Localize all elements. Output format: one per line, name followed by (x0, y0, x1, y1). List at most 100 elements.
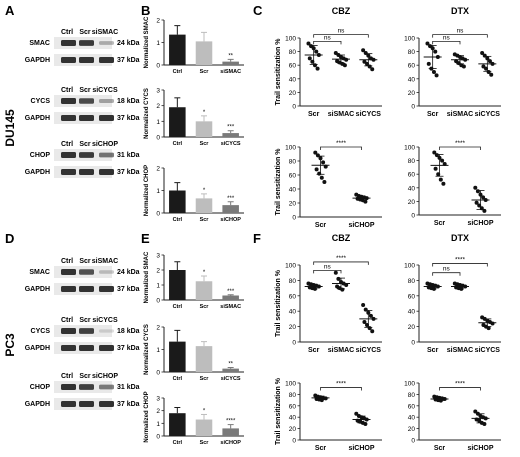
y-tick-label: 0 (156, 135, 160, 142)
y-tick-label: 80 (289, 278, 297, 285)
y-tick-label: 100 (404, 381, 415, 388)
y-axis-label: Normalized CHOP (144, 165, 150, 216)
kda-label: 37 kDa (117, 286, 140, 293)
y-axis-label: Trail sensitization % (275, 377, 282, 445)
panel-letter-f: F (253, 231, 261, 246)
blot-band (61, 115, 76, 121)
x-tick-label: Ctrl (173, 217, 183, 223)
chart-b-2: 0 1 2 Normalized CHOP Ctrl * Scr *** siCHOP (144, 165, 244, 223)
blot-band (61, 152, 76, 158)
chart-e-5: 0 1 2 3 Normalized CHOP Ctrl * Scr **** siCHOP (144, 391, 244, 446)
kda-label: 31 kDa (117, 384, 140, 391)
chart-e-3: 0 1 2 3 Normalized SMAC Ctrl * Scr *** siSMAC (144, 251, 244, 310)
x-tick-label: Ctrl (173, 304, 183, 310)
significance-label: * (203, 188, 206, 194)
y-axis-label: Normalized CYCS (144, 88, 150, 139)
blot-band (61, 57, 76, 63)
bar (195, 121, 213, 137)
bar (195, 41, 213, 65)
data-point (342, 63, 347, 68)
protein-label: GAPDH (25, 345, 50, 352)
data-point (438, 177, 443, 182)
y-tick-label: 2 (156, 325, 160, 332)
protein-label: GAPDH (25, 115, 50, 122)
y-axis-label: Trail sensitization % (275, 148, 282, 216)
y-tick-label: 80 (408, 49, 416, 56)
bar (222, 205, 239, 213)
lane-label: siCHOP (92, 141, 118, 148)
significance-bracket (320, 146, 362, 150)
y-tick-label: 60 (408, 293, 416, 300)
x-tick-label: Scr (308, 347, 320, 354)
data-point (344, 57, 349, 62)
lane-label: Scr (79, 87, 91, 94)
data-point (473, 185, 478, 190)
lane-label: siCYCS (92, 87, 118, 94)
lane-label: Scr (79, 317, 91, 324)
y-tick-label: 20 (408, 199, 416, 206)
y-axis-label: Trail sensitization % (275, 38, 282, 106)
lane-label: siCHOP (92, 373, 118, 380)
significance-bracket (432, 34, 488, 38)
significance-label: *** (227, 125, 235, 131)
x-tick-label: siSMAC (220, 69, 241, 75)
lane-label: Scr (79, 373, 91, 380)
bar (195, 281, 213, 300)
data-point (336, 276, 341, 281)
significance-bracket (432, 272, 461, 276)
protein-label: CHOP (30, 384, 51, 391)
significance-label: **** (336, 255, 347, 262)
significance-label: ns (338, 28, 346, 35)
x-tick-label: Scr (434, 220, 446, 227)
bar (222, 295, 239, 300)
data-point (480, 50, 485, 55)
data-point (441, 181, 446, 186)
blot-band (79, 57, 94, 63)
y-tick-label: 2 (156, 408, 160, 415)
x-tick-label: siCHOP (348, 222, 374, 229)
significance-label: ** (228, 53, 233, 59)
protein-label: GAPDH (25, 57, 50, 64)
data-point (333, 270, 338, 275)
data-point (314, 49, 319, 54)
blot-band (61, 98, 76, 104)
protein-label: CYCS (31, 328, 51, 335)
blot-4: Ctrl Scr siCYCS CYCS 18 kDa GAPDH 37 kDa (25, 317, 140, 354)
significance-label: **** (336, 140, 347, 147)
y-tick-label: 3 (156, 253, 160, 260)
lane-label: Ctrl (61, 317, 73, 324)
chart-title: CBZ (332, 233, 351, 243)
significance-label: **** (455, 140, 466, 147)
x-tick-label: siSMAC (447, 111, 473, 118)
x-tick-label: siCYCS (475, 347, 501, 354)
significance-bracket (313, 269, 342, 274)
protein-label: GAPDH (25, 286, 50, 293)
y-axis-label: Normalized SMAC (144, 16, 150, 68)
data-point (362, 319, 367, 324)
blot-1: Ctrl Scr siCYCS CYCS 18 kDa GAPDH 37 kDa (25, 87, 140, 124)
y-axis-label: Normalized CHOP (144, 391, 150, 442)
data-point (361, 303, 366, 308)
data-point (432, 150, 437, 155)
x-tick-label: siSMAC (220, 304, 241, 310)
x-tick-label: siSMAC (447, 347, 473, 354)
significance-label: ** (228, 362, 233, 368)
y-tick-label: 80 (408, 278, 416, 285)
significance-label: ns (457, 28, 465, 35)
significance-label: *** (227, 289, 235, 295)
y-tick-label: 100 (285, 381, 296, 388)
y-tick-label: 40 (289, 309, 297, 316)
y-tick-label: 0 (292, 215, 296, 222)
y-tick-label: 100 (285, 36, 296, 43)
x-tick-label: siCHOP (220, 217, 241, 223)
data-point (481, 195, 486, 200)
data-point (361, 48, 366, 53)
blot-band (79, 115, 94, 121)
chart-title: DTX (451, 6, 469, 16)
lane-label: Ctrl (61, 29, 73, 36)
significance-label: ns (324, 34, 332, 41)
significance-label: *** (227, 196, 235, 202)
